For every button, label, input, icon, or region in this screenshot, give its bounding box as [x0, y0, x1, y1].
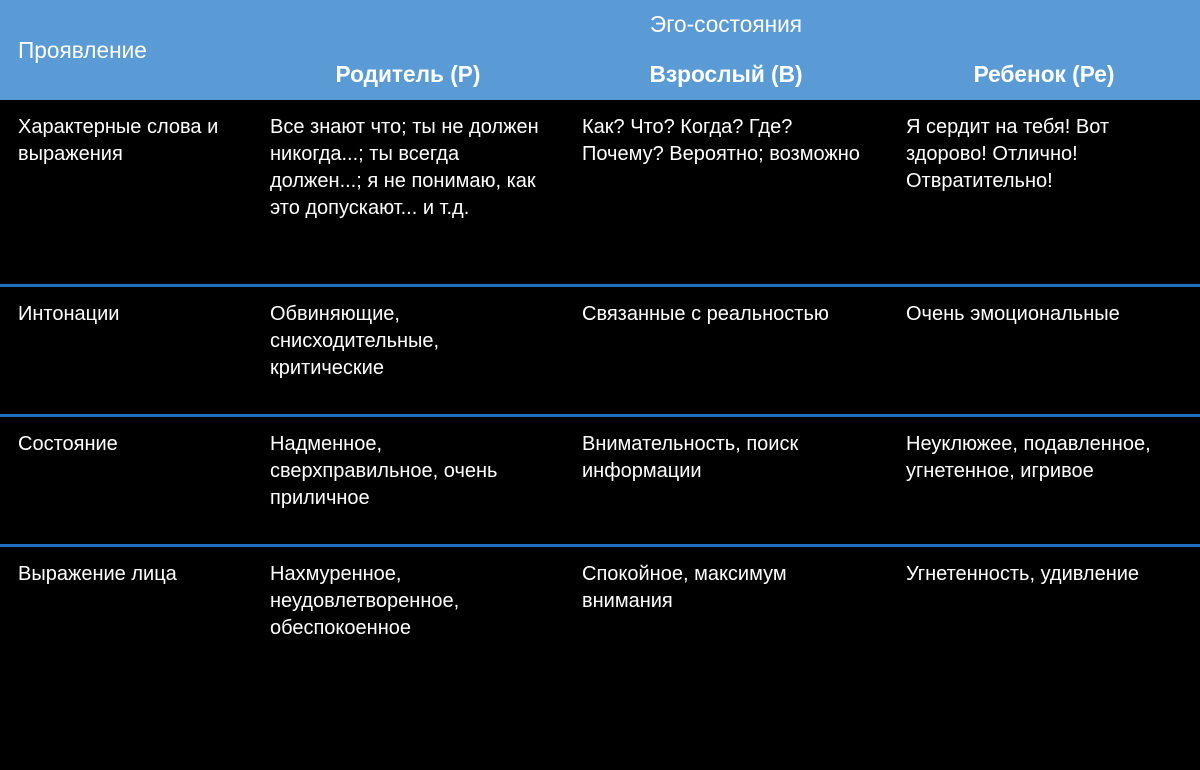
table-row: Интонации Обвиняющие, снисходительные, к…: [0, 285, 1200, 415]
super-header: Эго-состояния: [252, 0, 1200, 48]
row-header-label: Проявление: [0, 0, 252, 100]
col-header-adult: Взрослый (В): [564, 48, 888, 100]
col-header-child: Ребенок (Ре): [888, 48, 1200, 100]
cell: Угнетенность, удивление: [888, 545, 1200, 760]
ego-states-table: Проявление Эго-состояния Родитель (Р) Вз…: [0, 0, 1200, 760]
cell: Как? Что? Когда? Где? Почему? Вероятно; …: [564, 100, 888, 285]
col-header-parent: Родитель (Р): [252, 48, 564, 100]
cell: Неуклюжее, подавленное, угнетенное, игри…: [888, 415, 1200, 545]
table-row: Выражение лица Нахмуренное, неудовлетвор…: [0, 545, 1200, 760]
cell: Связанные с реальностью: [564, 285, 888, 415]
cell: Обвиняющие, снисходительные, критические: [252, 285, 564, 415]
row-label: Выражение лица: [0, 545, 252, 760]
cell: Спокойное, максимум внимания: [564, 545, 888, 760]
table-row: Характерные слова и выражения Все знают …: [0, 100, 1200, 285]
table-row: Состояние Надменное, сверхправильное, оч…: [0, 415, 1200, 545]
row-label: Интонации: [0, 285, 252, 415]
cell: Все знают что; ты не должен никогда...; …: [252, 100, 564, 285]
row-label: Характерные слова и выражения: [0, 100, 252, 285]
cell: Я сердит на тебя! Вот здорово! Отлично! …: [888, 100, 1200, 285]
row-label: Состояние: [0, 415, 252, 545]
table-body: Характерные слова и выражения Все знают …: [0, 100, 1200, 760]
cell: Нахмуренное, неудовлетворенное, обеспоко…: [252, 545, 564, 760]
ego-states-table-page: Проявление Эго-состояния Родитель (Р) Вз…: [0, 0, 1200, 770]
table-header: Проявление Эго-состояния Родитель (Р) Вз…: [0, 0, 1200, 100]
cell: Надменное, сверхправильное, очень прилич…: [252, 415, 564, 545]
cell: Внимательность, поиск информации: [564, 415, 888, 545]
cell: Очень эмоциональные: [888, 285, 1200, 415]
